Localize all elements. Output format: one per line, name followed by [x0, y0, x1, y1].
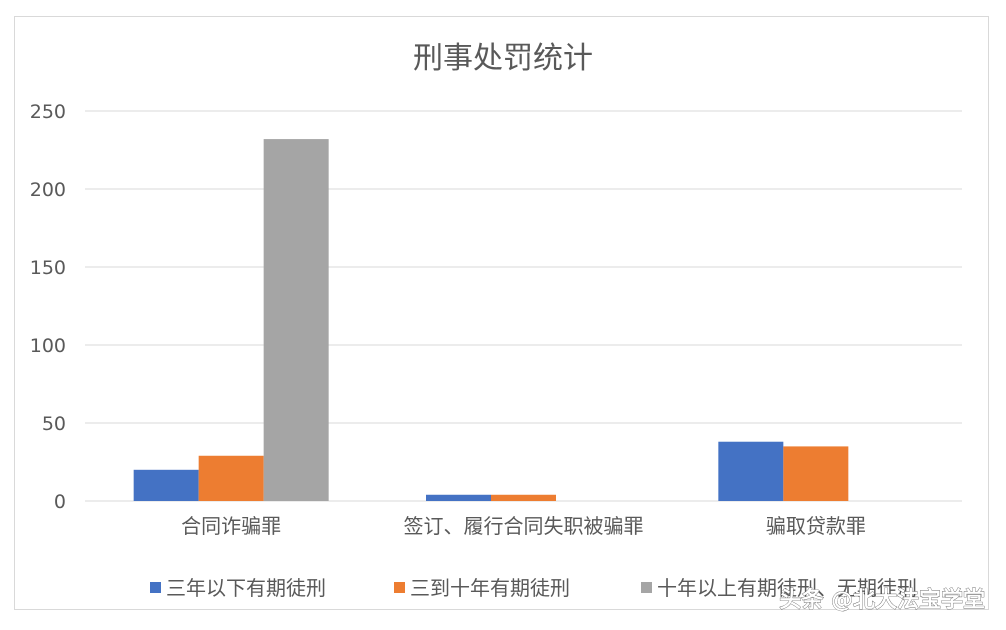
chart-frame: [14, 16, 989, 610]
gridlines: [85, 110, 962, 502]
y-tick-label: 200: [30, 179, 66, 201]
bar: [426, 494, 491, 501]
bar: [198, 455, 264, 501]
chart-title: 刑事处罚统计: [413, 41, 593, 76]
x-category-label: 合同诈骗罪: [181, 514, 281, 538]
legend-label: 三年以下有期徒刑: [166, 576, 326, 600]
x-category-label: 骗取贷款罪: [766, 514, 866, 538]
x-axis-categories: 合同诈骗罪 签订、履行合同失职被骗罪 骗取贷款罪: [181, 514, 866, 538]
y-axis-ticks: 0 50 100 150 200 250: [30, 101, 66, 513]
legend-swatch: [641, 582, 652, 593]
y-tick-label: 100: [30, 335, 66, 357]
watermark: 头条 @北大法宝学堂: [779, 587, 985, 614]
bar: [133, 469, 199, 501]
bar: [718, 441, 784, 501]
bar: [491, 494, 556, 501]
bars: [133, 139, 849, 501]
y-tick-label: 50: [42, 413, 66, 435]
bar: [783, 446, 849, 501]
y-tick-label: 150: [30, 257, 66, 279]
bar: [263, 139, 329, 501]
y-tick-label: 250: [30, 101, 66, 123]
legend-swatch: [394, 582, 405, 593]
x-category-label: 签订、履行合同失职被骗罪: [404, 514, 644, 538]
y-tick-label: 0: [54, 491, 66, 513]
legend-swatch: [150, 582, 161, 593]
legend: 三年以下有期徒刑 三到十年有期徒刑 十年以上有期徒刑、无期徒刑: [150, 576, 917, 600]
legend-label: 十年以上有期徒刑、无期徒刑: [657, 576, 917, 600]
watermark-text: 头条 @北大法宝学堂: [779, 587, 985, 613]
legend-label: 三到十年有期徒刑: [410, 576, 570, 600]
